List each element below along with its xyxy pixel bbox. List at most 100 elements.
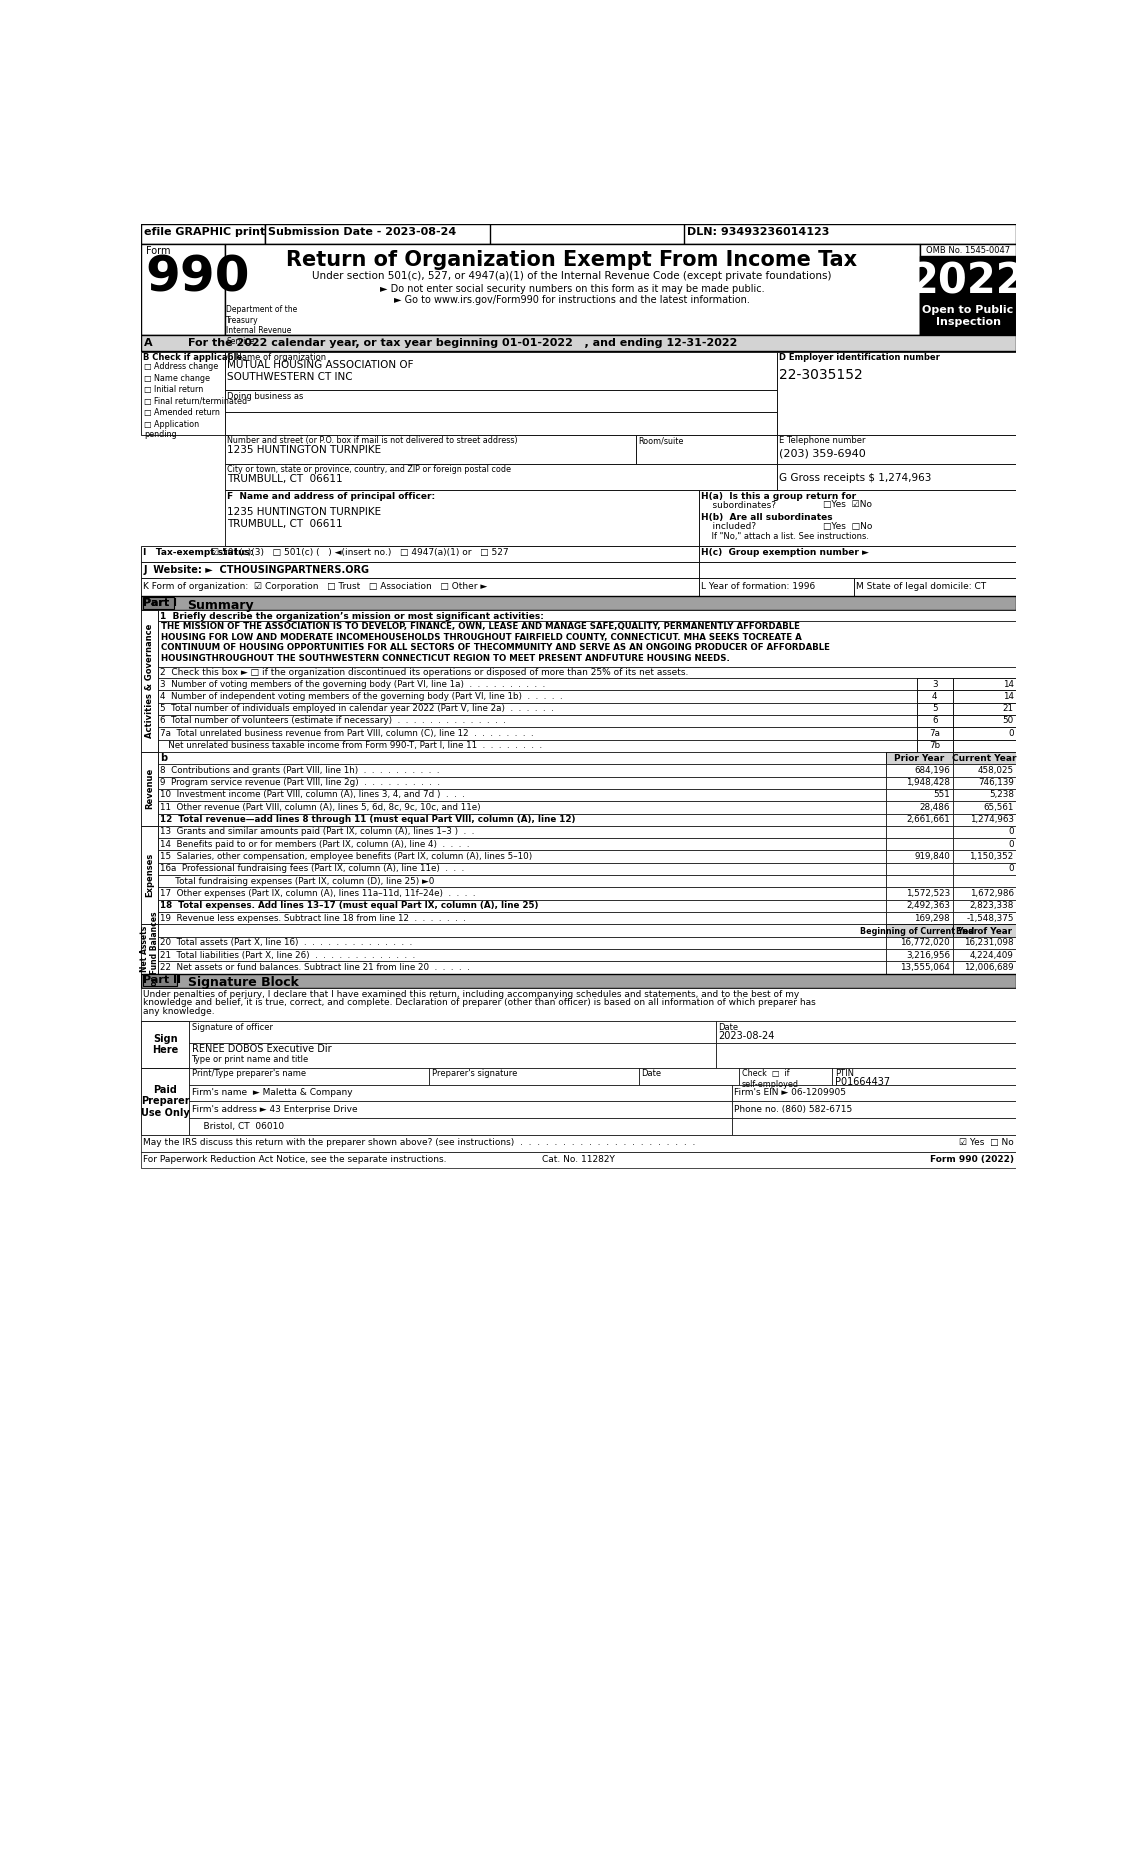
Text: G Gross receipts $ 1,274,963: G Gross receipts $ 1,274,963 (779, 473, 931, 483)
Text: For the 2022 calendar year, or tax year beginning 01-01-2022   , and ending 12-3: For the 2022 calendar year, or tax year … (187, 337, 737, 349)
Bar (158, 764, 886, 777)
Text: □ Name change: □ Name change (145, 375, 210, 382)
Text: TRUMBULL, CT  06611: TRUMBULL, CT 06611 (227, 473, 343, 485)
Text: Sign
Here: Sign Here (152, 1035, 178, 1055)
Bar (886, 911, 953, 925)
Text: Bristol, CT  06010: Bristol, CT 06010 (192, 1122, 283, 1131)
Bar (158, 850, 886, 863)
Text: 8  Contributions and grants (Part VIII, line 1h)  .  .  .  .  .  .  .  .  .  .: 8 Contributions and grants (Part VIII, l… (160, 766, 440, 775)
Bar (732, 1118, 1016, 1135)
Text: 5: 5 (931, 705, 937, 714)
Bar (158, 716, 917, 727)
Text: 919,840: 919,840 (914, 852, 951, 861)
Text: efile GRAPHIC print: efile GRAPHIC print (145, 227, 265, 237)
Bar (141, 988, 1016, 1021)
Text: 16,231,098: 16,231,098 (964, 938, 1014, 947)
Bar (953, 751, 1016, 764)
Text: 12  Total revenue—add lines 8 through 11 (must equal Part VIII, column (A), line: 12 Total revenue—add lines 8 through 11 … (160, 815, 576, 824)
Bar (141, 578, 699, 596)
Bar (953, 764, 1016, 777)
Bar (886, 839, 953, 850)
Bar (953, 887, 1016, 900)
Bar (265, 224, 490, 244)
Text: Firm's EIN ► 06-1209905: Firm's EIN ► 06-1209905 (734, 1089, 846, 1098)
Text: J  Website: ►  CTHOUSINGPARTNERS.ORG: J Website: ► CTHOUSINGPARTNERS.ORG (143, 565, 369, 574)
Text: 65,561: 65,561 (983, 803, 1014, 811)
Bar (141, 244, 225, 334)
Bar (953, 826, 1016, 839)
Text: 28,486: 28,486 (920, 803, 951, 811)
Text: RENEE DOBOS Executive Dir: RENEE DOBOS Executive Dir (192, 1044, 331, 1055)
Text: 4: 4 (931, 692, 937, 701)
Text: Room/suite: Room/suite (638, 436, 683, 445)
Bar (158, 962, 886, 973)
Text: Activities & Governance: Activities & Governance (146, 624, 155, 738)
Bar (917, 678, 953, 690)
Bar (141, 596, 1016, 610)
Text: subordinates?: subordinates? (701, 501, 777, 511)
Bar (953, 777, 1016, 788)
Text: Revenue: Revenue (146, 768, 155, 809)
Text: 1,672,986: 1,672,986 (970, 889, 1014, 898)
Bar (158, 740, 917, 751)
Text: Firm's name  ► Maletta & Company: Firm's name ► Maletta & Company (192, 1089, 352, 1098)
Text: -1,548,375: -1,548,375 (966, 913, 1014, 923)
Bar (190, 1044, 716, 1068)
Bar (158, 949, 886, 962)
Text: 22  Net assets or fund balances. Subtract line 21 from line 20  .  .  .  .  .: 22 Net assets or fund balances. Subtract… (160, 964, 471, 971)
Text: City or town, state or province, country, and ZIP or foreign postal code: City or town, state or province, country… (227, 466, 511, 475)
Text: 551: 551 (934, 790, 951, 800)
Bar (886, 874, 953, 887)
Bar (190, 1021, 716, 1044)
Text: I   Tax-exempt status:: I Tax-exempt status: (143, 548, 254, 557)
Text: 6: 6 (931, 716, 937, 725)
Bar (716, 1021, 1016, 1044)
Text: Doing business as: Doing business as (227, 391, 304, 401)
Bar (684, 224, 1016, 244)
Bar (886, 938, 953, 949)
Text: 3  Number of voting members of the governing body (Part VI, line 1a)  .  .  .  .: 3 Number of voting members of the govern… (160, 680, 545, 688)
Text: 1,948,428: 1,948,428 (907, 777, 951, 787)
Bar (886, 826, 953, 839)
Text: PTIN: PTIN (834, 1070, 854, 1077)
Text: ► Go to www.irs.gov/Form990 for instructions and the latest information.: ► Go to www.irs.gov/Form990 for instruct… (394, 295, 750, 306)
Text: 169,298: 169,298 (914, 913, 951, 923)
Text: 14  Benefits paid to or for members (Part IX, column (A), line 4)  .  .  .  .: 14 Benefits paid to or for members (Part… (160, 839, 470, 848)
Text: (203) 359-6940: (203) 359-6940 (779, 449, 866, 459)
Text: 0: 0 (1008, 865, 1014, 874)
Text: F  Name and address of principal officer:: F Name and address of principal officer: (227, 492, 436, 501)
Text: 1235 HUNTINGTON TURNPIKE: 1235 HUNTINGTON TURNPIKE (227, 445, 382, 455)
Bar (953, 740, 1016, 751)
Text: DLN: 93493236014123: DLN: 93493236014123 (686, 227, 829, 237)
Text: May the IRS discuss this return with the preparer shown above? (see instructions: May the IRS discuss this return with the… (143, 1139, 695, 1148)
Bar (920, 255, 1016, 298)
Bar (855, 578, 1016, 596)
Bar (158, 621, 1016, 667)
Bar (953, 690, 1016, 703)
Bar (141, 973, 1016, 988)
Text: Under penalties of perjury, I declare that I have examined this return, includin: Under penalties of perjury, I declare th… (143, 990, 799, 999)
Text: Phone no. (860) 582-6715: Phone no. (860) 582-6715 (734, 1105, 852, 1115)
Bar (141, 826, 158, 925)
Text: Form 990 (2022): Form 990 (2022) (930, 1156, 1014, 1165)
Text: 7a: 7a (929, 729, 940, 738)
Text: 18  Total expenses. Add lines 13–17 (must equal Part IX, column (A), line 25): 18 Total expenses. Add lines 13–17 (must… (160, 902, 539, 910)
Text: 3,216,956: 3,216,956 (907, 951, 951, 960)
Text: OMB No. 1545-0047: OMB No. 1545-0047 (926, 246, 1010, 255)
Bar (917, 703, 953, 716)
Text: knowledge and belief, it is true, correct, and complete. Declaration of preparer: knowledge and belief, it is true, correc… (143, 999, 816, 1007)
Text: Form: Form (146, 246, 170, 255)
Text: 2023-08-24: 2023-08-24 (718, 1031, 774, 1042)
Bar (917, 690, 953, 703)
Text: P01664437: P01664437 (834, 1077, 890, 1087)
Bar (190, 1102, 732, 1118)
Bar (920, 298, 1016, 334)
Bar (225, 434, 636, 464)
Text: 746,139: 746,139 (978, 777, 1014, 787)
Text: H(a)  Is this a group return for: H(a) Is this a group return for (701, 492, 857, 501)
Bar (953, 925, 1016, 938)
Bar (190, 1118, 732, 1135)
Bar (190, 1085, 732, 1102)
Text: Part I: Part I (143, 598, 177, 608)
Text: CONTINUUM OF HOUSING OPPORTUNITIES FOR ALL SECTORS OF THECOMMUNITY AND SERVE AS : CONTINUUM OF HOUSING OPPORTUNITIES FOR A… (161, 643, 830, 652)
